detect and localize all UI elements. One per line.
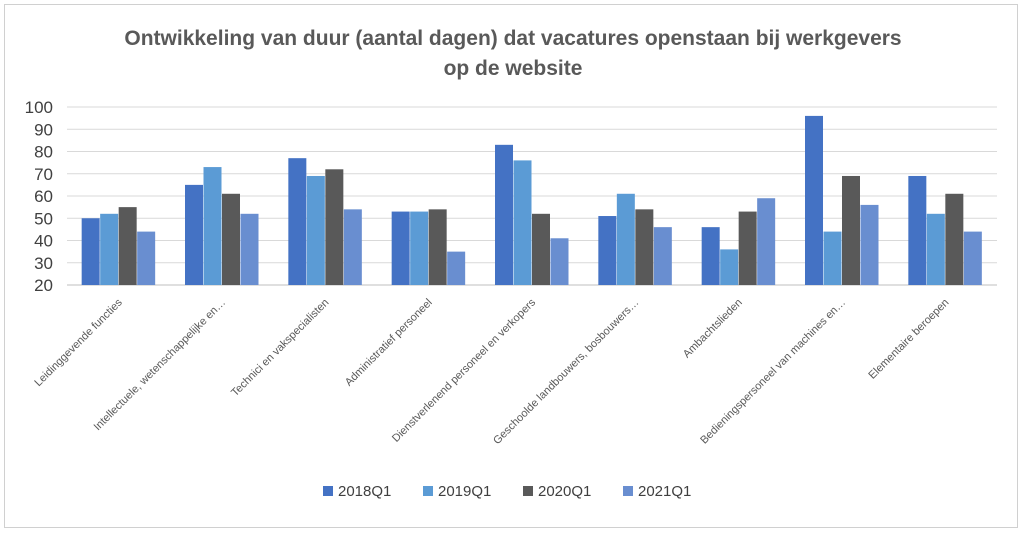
y-tick-label: 60 — [34, 187, 53, 206]
bar-2020Q1-2 — [325, 169, 344, 285]
x-tick-label: Administratief personeel — [343, 297, 435, 389]
bar-2019Q1-3 — [410, 211, 429, 285]
bar-2020Q1-7 — [842, 175, 860, 285]
bar-2020Q1-8 — [945, 193, 964, 285]
bar-2018Q1-7 — [805, 115, 823, 286]
chart-frame: Ontwikkeling van duur (aantal dagen) dat… — [4, 4, 1018, 528]
bar-2019Q1-8 — [926, 213, 945, 285]
x-tick-label: Leidinggevende functies — [32, 296, 125, 389]
bar-2021Q1-2 — [343, 209, 362, 285]
bar-2018Q1-5 — [598, 216, 617, 285]
x-tick-label: Ambachtslieden — [681, 297, 745, 361]
x-tick-label: Technici en vakspecialisten — [229, 297, 331, 399]
bar-2020Q1-0 — [118, 207, 137, 285]
bar-2018Q1-0 — [81, 218, 100, 285]
chart-title: Ontwikkeling van duur (aantal dagen) dat… — [124, 27, 901, 80]
legend-swatch-2019Q1 — [423, 486, 433, 496]
x-tick-label: Elementaire beroepen — [866, 297, 951, 382]
y-tick-label: 80 — [34, 143, 53, 162]
legend-swatch-2020Q1 — [523, 486, 533, 496]
bar-2019Q1-7 — [823, 231, 842, 285]
bar-2018Q1-3 — [391, 211, 410, 285]
legend-label: 2019Q1 — [438, 483, 491, 500]
chart-title-line-2: op de website — [444, 57, 583, 80]
y-tick-label: 90 — [34, 120, 53, 139]
bar-2020Q1-4 — [532, 213, 550, 285]
chart-title-line-1: Ontwikkeling van duur (aantal dagen) dat… — [124, 27, 901, 50]
bar-2019Q1-4 — [513, 160, 532, 285]
bar-2019Q1-0 — [100, 213, 119, 285]
bar-2018Q1-6 — [701, 227, 720, 285]
legend-label: 2020Q1 — [538, 483, 591, 500]
bar-2018Q1-1 — [185, 184, 203, 285]
y-tick-label: 100 — [25, 98, 53, 117]
bar-2021Q1-5 — [653, 227, 672, 285]
bar-2021Q1-0 — [137, 231, 156, 285]
y-tick-label: 30 — [34, 254, 53, 273]
bar-2021Q1-8 — [963, 231, 982, 285]
bar-2018Q1-4 — [495, 144, 513, 285]
bar-2019Q1-2 — [306, 175, 325, 285]
bar-2021Q1-1 — [240, 213, 259, 285]
y-tick-label: 40 — [34, 232, 53, 251]
bar-2018Q1-8 — [908, 175, 927, 285]
bar-2021Q1-6 — [757, 198, 776, 285]
bar-2020Q1-5 — [635, 209, 654, 285]
bar-2019Q1-6 — [720, 249, 739, 285]
legend-swatch-2021Q1 — [623, 486, 633, 496]
bar-chart: Ontwikkeling van duur (aantal dagen) dat… — [25, 27, 997, 500]
legend-label: 2021Q1 — [638, 483, 691, 500]
legend-swatch-2018Q1 — [323, 486, 333, 496]
bar-2021Q1-7 — [860, 204, 879, 285]
legend: 2018Q1 2019Q1 2020Q1 2021Q1 — [323, 483, 691, 500]
bar-2021Q1-3 — [447, 251, 466, 285]
bar-2018Q1-2 — [288, 158, 307, 285]
bar-2020Q1-1 — [222, 193, 240, 285]
bars — [81, 115, 982, 286]
y-axis-ticks: 20 30 40 50 60 70 80 90 100 — [25, 98, 53, 295]
legend-label: 2018Q1 — [338, 483, 391, 500]
y-tick-label: 70 — [34, 165, 53, 184]
bar-2021Q1-4 — [550, 238, 569, 285]
y-tick-label: 20 — [34, 276, 53, 295]
y-tick-label: 50 — [34, 209, 53, 228]
bar-2019Q1-1 — [203, 167, 222, 285]
bar-2020Q1-6 — [738, 211, 757, 285]
bar-2019Q1-5 — [616, 193, 635, 285]
bar-2020Q1-3 — [428, 209, 447, 285]
